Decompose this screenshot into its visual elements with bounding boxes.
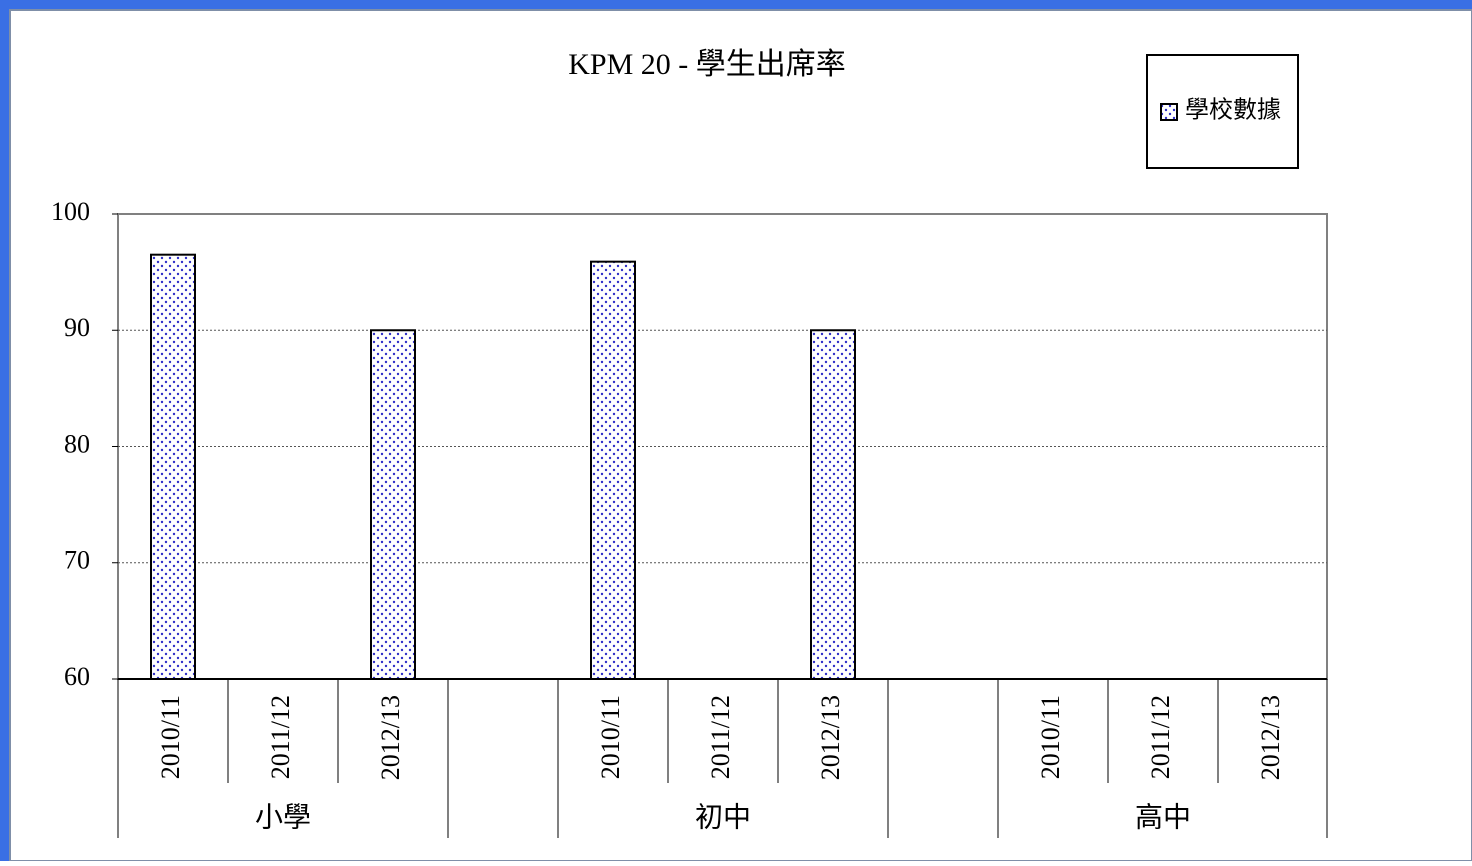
x-tick-label: 2012/13: [1256, 695, 1285, 780]
group-label: 初中: [695, 801, 751, 833]
y-tick-label: 60: [64, 662, 90, 691]
bar: [590, 260, 636, 680]
legend-swatch: [1160, 103, 1178, 121]
window-top-bar: [0, 0, 1472, 10]
y-tick-label: 100: [51, 197, 90, 226]
group-label: 小學: [255, 802, 311, 833]
x-tick-label: 2010/11: [596, 695, 625, 779]
x-tick-label: 2011/12: [706, 695, 735, 779]
legend-label: 學校數據: [1185, 97, 1281, 124]
group-label: 高中: [1135, 801, 1191, 833]
y-tick-label: 70: [64, 546, 90, 575]
bar: [370, 329, 416, 680]
x-tick-label: 2011/12: [266, 695, 295, 779]
bar: [810, 329, 856, 680]
bar: [150, 253, 196, 680]
x-tick-label: 2010/11: [1036, 695, 1065, 779]
x-tick-label: 2011/12: [1146, 695, 1175, 779]
x-tick-label: 2012/13: [816, 695, 845, 780]
chart-title: KPM 20 - 學生出席率: [568, 48, 846, 81]
window-left-bar: [0, 0, 10, 861]
y-tick-label: 80: [64, 429, 90, 458]
y-tick-label: 90: [64, 313, 90, 342]
x-tick-label: 2010/11: [156, 695, 185, 779]
x-tick-label: 2012/13: [376, 695, 405, 780]
